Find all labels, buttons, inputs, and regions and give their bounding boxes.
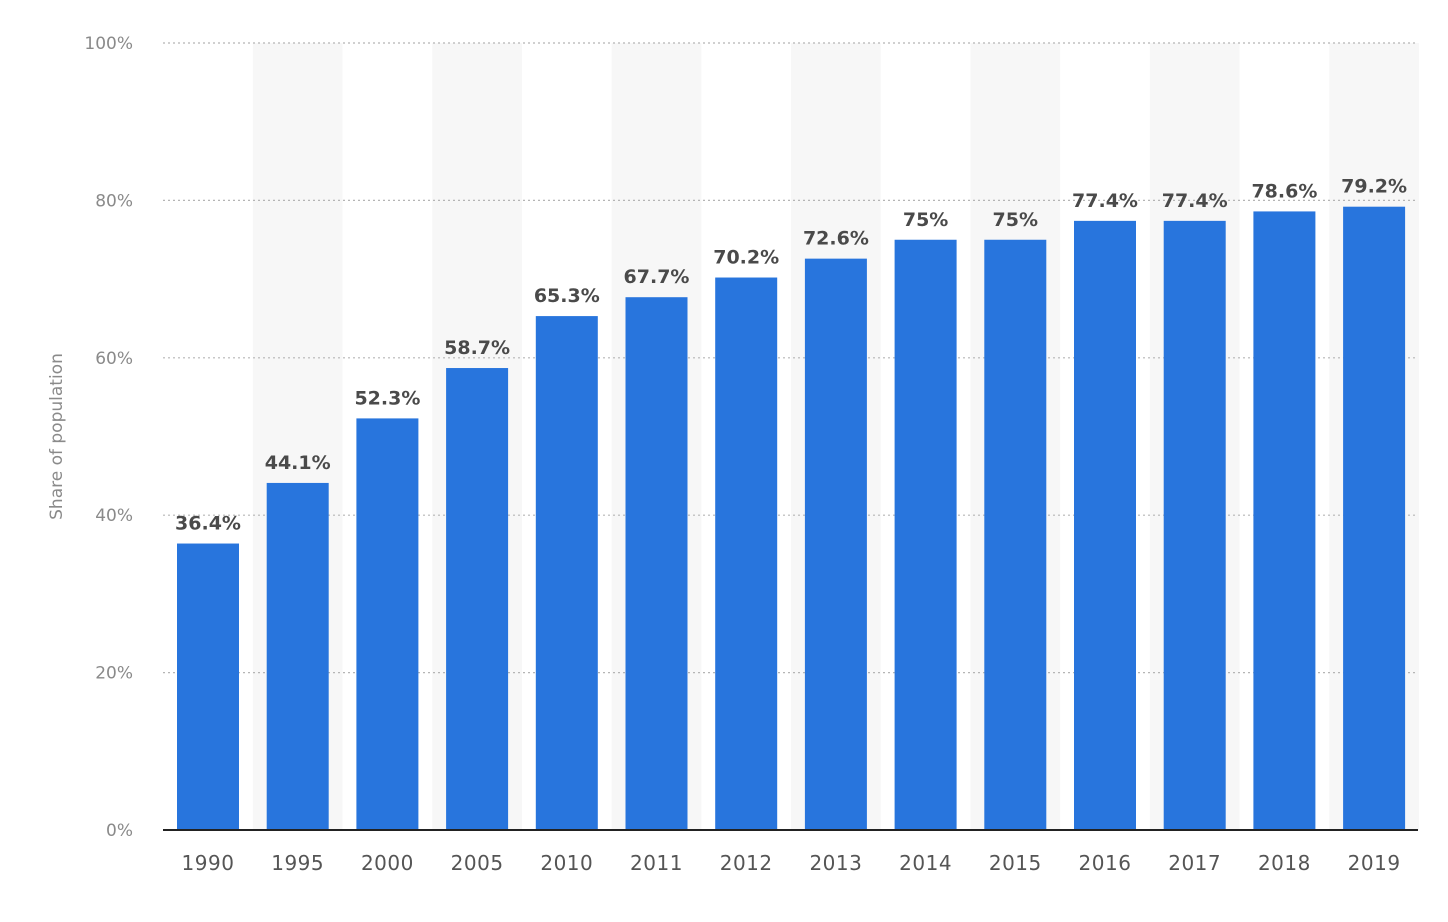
- data-label: 72.6%: [803, 228, 869, 250]
- data-label: 44.1%: [265, 452, 331, 474]
- data-label: 70.2%: [713, 247, 779, 269]
- bar: [625, 297, 688, 830]
- y-tick-label: 0%: [106, 821, 133, 841]
- bar: [894, 239, 957, 830]
- data-label: 67.7%: [624, 266, 690, 288]
- x-axis-ticks: 1990 1995 2000 2005 2010 2011 2012 2013 2014 2015…: [182, 851, 1401, 875]
- x-tick-label: 2017: [1168, 851, 1221, 875]
- x-tick-label: 2000: [361, 851, 414, 875]
- bar: [984, 239, 1047, 830]
- bar: [356, 418, 419, 830]
- data-label: 58.7%: [444, 337, 510, 359]
- bar: [1074, 220, 1136, 830]
- y-tick-label: 20%: [95, 664, 133, 684]
- bar: [177, 543, 239, 830]
- bar: [266, 482, 329, 830]
- data-label: 52.3%: [354, 387, 420, 409]
- bar: [1163, 220, 1226, 830]
- x-tick-label: 2019: [1348, 851, 1401, 875]
- x-tick-label: 2010: [540, 851, 593, 875]
- y-tick-label: 100%: [84, 34, 133, 54]
- x-tick-label: 1995: [271, 851, 324, 875]
- y-tick-label: 40%: [95, 506, 133, 526]
- y-tick-label: 60%: [95, 349, 133, 369]
- data-label: 36.4%: [175, 513, 241, 535]
- x-tick-label: 2013: [809, 851, 862, 875]
- bar: [715, 277, 778, 830]
- bar: [804, 258, 867, 830]
- bar: [1343, 206, 1406, 831]
- data-label: 79.2%: [1341, 176, 1407, 198]
- bar: [535, 316, 598, 830]
- data-label: 65.3%: [534, 285, 600, 307]
- data-label: 78.6%: [1251, 180, 1317, 202]
- x-tick-label: 2015: [989, 851, 1042, 875]
- x-tick-label: 2005: [451, 851, 504, 875]
- y-axis-ticks: 0% 20% 40% 60% 80% 100%: [84, 34, 133, 841]
- data-label: 75%: [903, 209, 948, 231]
- y-tick-label: 80%: [95, 191, 133, 211]
- x-tick-label: 2014: [899, 851, 952, 875]
- data-label: 75%: [993, 209, 1038, 231]
- x-tick-label: 1990: [182, 851, 235, 875]
- data-label: 77.4%: [1072, 190, 1138, 212]
- bar: [446, 368, 509, 830]
- bar: [1253, 211, 1316, 831]
- x-tick-label: 2012: [720, 851, 773, 875]
- x-tick-label: 2018: [1258, 851, 1311, 875]
- bar-series: [177, 206, 1406, 831]
- data-labels: 36.4% 44.1% 52.3% 58.7% 65.3% 67.7% 70.2% 72.6%…: [175, 176, 1407, 535]
- x-tick-label: 2016: [1079, 851, 1132, 875]
- data-label: 77.4%: [1162, 190, 1228, 212]
- y-axis-title: Share of population: [47, 353, 67, 520]
- x-tick-label: 2011: [630, 851, 683, 875]
